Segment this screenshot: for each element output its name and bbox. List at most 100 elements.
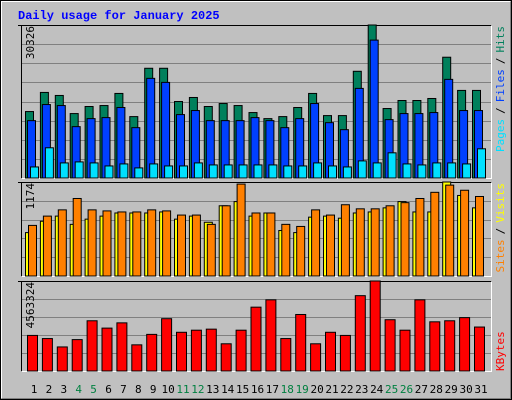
- x-tick-label: 5: [90, 383, 97, 396]
- bar: [208, 164, 218, 179]
- x-tick-label: 6: [105, 383, 112, 396]
- bar: [162, 210, 172, 277]
- x-tick-label: 19: [296, 383, 309, 396]
- bar: [146, 333, 158, 372]
- bar: [417, 164, 427, 179]
- bar: [161, 318, 173, 372]
- bar: [147, 209, 157, 277]
- bar: [447, 162, 457, 179]
- bar: [104, 165, 114, 179]
- x-tick-label: 23: [355, 383, 368, 396]
- bar: [149, 163, 159, 179]
- x-tick-label: 17: [266, 383, 279, 396]
- bar: [328, 165, 337, 179]
- bar: [220, 343, 232, 372]
- bar: [44, 147, 54, 179]
- bar: [268, 164, 278, 179]
- bar: [223, 164, 233, 179]
- plot-border: [21, 281, 492, 372]
- x-tick-label: 26: [400, 383, 413, 396]
- plot-border: [21, 182, 492, 277]
- bar: [339, 334, 351, 372]
- legend: Pages / Files / Hits: [494, 26, 507, 152]
- x-tick-label: 7: [120, 383, 127, 396]
- bar: [87, 209, 97, 277]
- bar: [119, 163, 129, 179]
- x-tick-label: 28: [430, 383, 443, 396]
- bar: [474, 326, 485, 372]
- bar: [206, 223, 216, 277]
- bar: [430, 191, 440, 277]
- legend-entry: Hits: [494, 26, 507, 53]
- bar: [429, 321, 441, 372]
- bar: [176, 331, 187, 372]
- bar: [415, 197, 425, 277]
- bar: [357, 160, 367, 179]
- bar: [161, 81, 171, 179]
- bar: [30, 166, 39, 179]
- bar: [179, 165, 188, 179]
- bar: [475, 195, 484, 277]
- bar: [235, 329, 247, 372]
- bar: [27, 334, 38, 372]
- x-tick-label: 21: [325, 383, 338, 396]
- x-tick-label: 13: [206, 383, 219, 396]
- bar: [385, 205, 395, 277]
- bar: [28, 224, 37, 277]
- bar: [462, 163, 472, 179]
- bar: [236, 183, 246, 277]
- bar: [71, 339, 83, 372]
- x-tick-label: 2: [46, 383, 53, 396]
- bar: [250, 306, 262, 372]
- bar: [191, 214, 201, 277]
- bar: [402, 163, 412, 179]
- legend-separator: /: [494, 58, 507, 65]
- x-tick-label: 16: [251, 383, 264, 396]
- bar: [146, 77, 156, 179]
- x-tick-label: 30: [459, 383, 472, 396]
- bar: [131, 344, 143, 372]
- bar: [460, 189, 470, 277]
- bar: [74, 161, 84, 179]
- bar: [253, 164, 263, 179]
- y-tick-label: 30326: [24, 26, 37, 59]
- legend-entry: Pages: [494, 119, 507, 152]
- bar: [251, 212, 261, 277]
- bar: [354, 295, 366, 372]
- bar: [190, 329, 202, 372]
- bar: [280, 338, 292, 372]
- bar: [477, 148, 486, 179]
- bar: [42, 215, 52, 277]
- x-tick-label: 8: [135, 383, 142, 396]
- legend-entry: Sites: [494, 239, 507, 272]
- x-tick-label: 11: [176, 383, 189, 396]
- x-tick-label: 29: [445, 383, 458, 396]
- bar: [399, 329, 411, 372]
- plot-border: [21, 281, 492, 372]
- bar: [102, 210, 112, 277]
- bar: [86, 320, 98, 372]
- x-tick-label: 27: [415, 383, 428, 396]
- x-tick-label: 24: [370, 383, 384, 396]
- bar: [116, 322, 128, 372]
- bar: [298, 165, 308, 179]
- legend-entry: Files: [494, 69, 507, 102]
- x-tick-label: 25: [385, 383, 398, 396]
- bar: [340, 204, 350, 277]
- plot-border: [21, 25, 492, 179]
- bar: [296, 225, 306, 277]
- bar: [370, 208, 380, 277]
- bar: [134, 167, 144, 179]
- x-tick-label: 31: [474, 383, 487, 396]
- y-tick-label: 4563324: [24, 282, 37, 329]
- bar: [355, 208, 365, 277]
- x-tick-label: 3: [60, 383, 67, 396]
- bar: [400, 202, 410, 277]
- bar: [41, 338, 53, 372]
- bar: [56, 346, 68, 372]
- bar: [325, 331, 336, 372]
- x-tick-label: 14: [221, 383, 235, 396]
- bar: [372, 162, 382, 179]
